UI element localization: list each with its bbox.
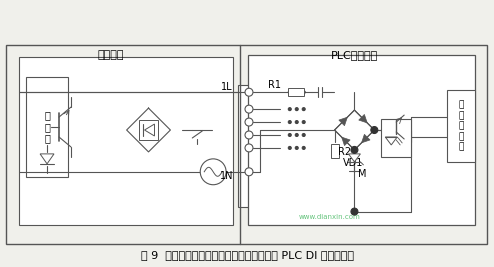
Circle shape bbox=[295, 121, 298, 124]
Bar bbox=[238, 85, 260, 207]
Polygon shape bbox=[145, 124, 155, 136]
Bar bbox=[6, 45, 487, 244]
Circle shape bbox=[302, 121, 305, 124]
Circle shape bbox=[295, 108, 298, 111]
Circle shape bbox=[302, 146, 305, 150]
Text: R2: R2 bbox=[337, 147, 351, 157]
Circle shape bbox=[288, 146, 291, 150]
Text: 外部接线: 外部接线 bbox=[97, 50, 124, 60]
Bar bbox=[447, 90, 475, 162]
Polygon shape bbox=[40, 154, 54, 164]
Polygon shape bbox=[342, 137, 350, 146]
Circle shape bbox=[295, 146, 298, 150]
Circle shape bbox=[288, 108, 291, 111]
Text: VD1: VD1 bbox=[342, 158, 363, 168]
Bar bbox=[288, 88, 304, 96]
Bar bbox=[248, 56, 475, 225]
Bar bbox=[138, 120, 159, 140]
Circle shape bbox=[245, 144, 253, 152]
Bar bbox=[26, 77, 68, 177]
Text: 主
电
路: 主 电 路 bbox=[44, 111, 50, 144]
Polygon shape bbox=[339, 117, 347, 126]
Text: 1L: 1L bbox=[221, 82, 233, 92]
Polygon shape bbox=[359, 115, 367, 123]
Bar bbox=[381, 119, 411, 157]
Circle shape bbox=[295, 91, 298, 94]
Text: 1N: 1N bbox=[219, 171, 233, 181]
Circle shape bbox=[302, 91, 305, 94]
Text: PLC内部接线: PLC内部接线 bbox=[331, 50, 378, 60]
Text: M: M bbox=[358, 169, 367, 179]
Text: 图 9  交流两线制开关量传感器与交流输入型 PLC DI 模块的接线: 图 9 交流两线制开关量传感器与交流输入型 PLC DI 模块的接线 bbox=[140, 250, 354, 260]
Polygon shape bbox=[348, 154, 361, 162]
Circle shape bbox=[288, 91, 291, 94]
Circle shape bbox=[288, 121, 291, 124]
Circle shape bbox=[302, 108, 305, 111]
Circle shape bbox=[295, 134, 298, 136]
Bar bbox=[330, 144, 338, 158]
Circle shape bbox=[245, 118, 253, 126]
Circle shape bbox=[245, 168, 253, 176]
Text: 系
统
处
理
器: 系 统 处 理 器 bbox=[458, 101, 463, 151]
Circle shape bbox=[245, 131, 253, 139]
Circle shape bbox=[245, 105, 253, 113]
Text: www.dianxin.com: www.dianxin.com bbox=[299, 214, 361, 219]
Circle shape bbox=[351, 146, 358, 154]
Bar bbox=[19, 57, 233, 225]
Circle shape bbox=[371, 127, 378, 134]
Polygon shape bbox=[362, 134, 370, 143]
Text: R1: R1 bbox=[268, 80, 282, 90]
Circle shape bbox=[245, 88, 253, 96]
Circle shape bbox=[302, 134, 305, 136]
Circle shape bbox=[288, 134, 291, 136]
Polygon shape bbox=[385, 137, 397, 145]
Circle shape bbox=[200, 159, 226, 185]
Circle shape bbox=[351, 208, 358, 215]
